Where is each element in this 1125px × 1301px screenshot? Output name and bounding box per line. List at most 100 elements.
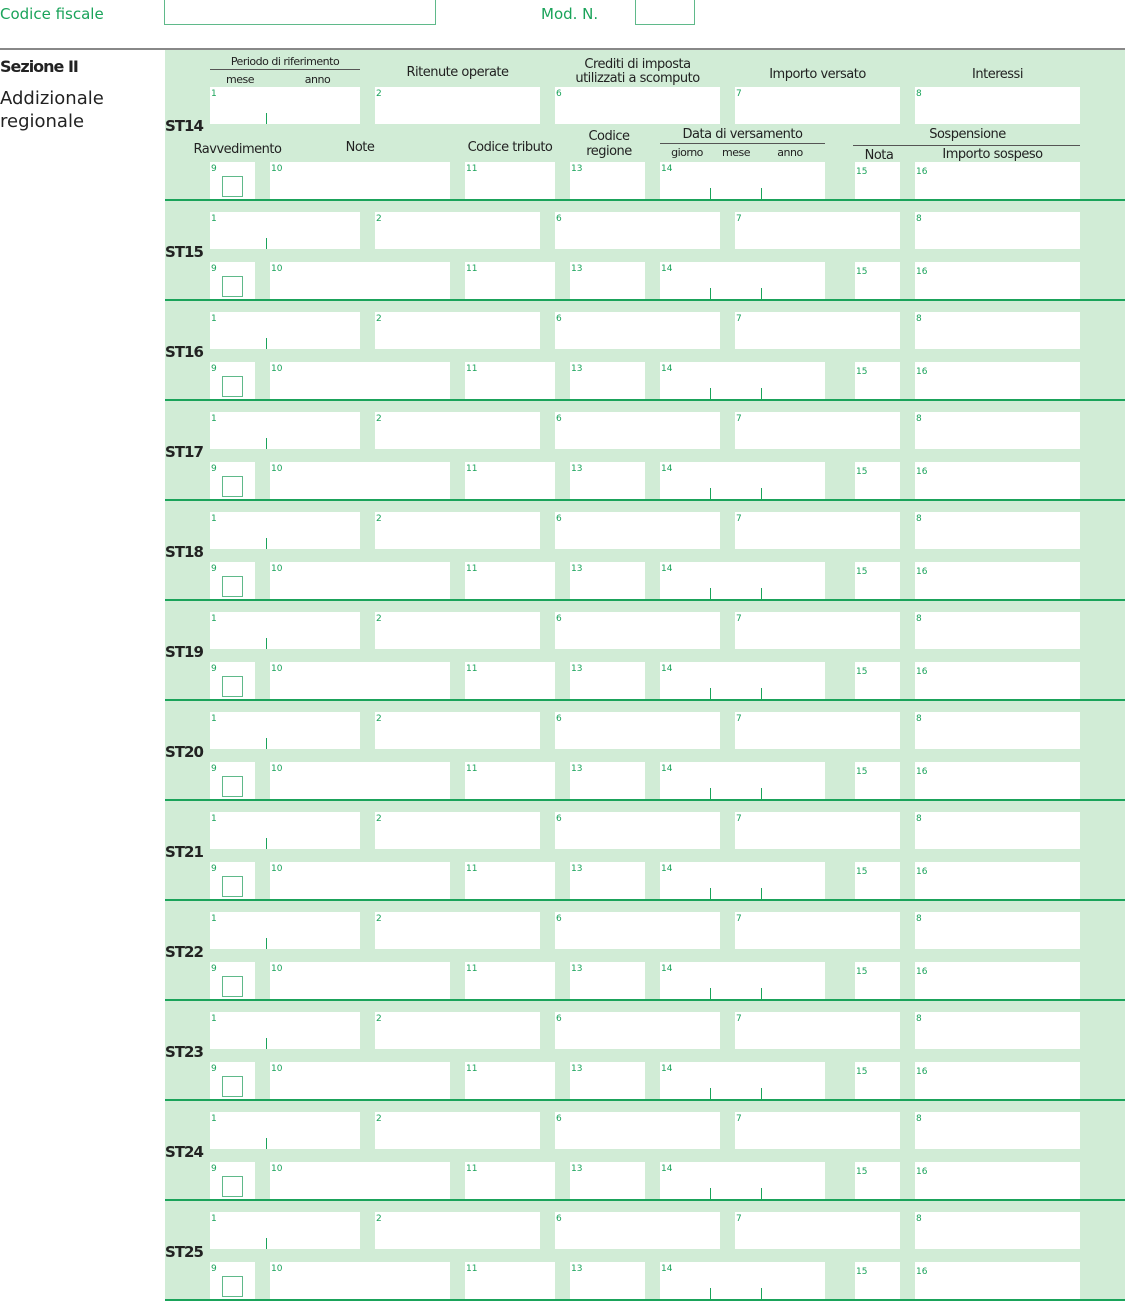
field-1[interactable]: 1: [210, 512, 360, 549]
field-11[interactable]: 11: [465, 162, 555, 199]
field-16[interactable]: 16: [915, 362, 1080, 399]
field-15[interactable]: 15: [855, 862, 900, 899]
field-14[interactable]: 14: [660, 962, 825, 999]
field-11[interactable]: 11: [465, 1062, 555, 1099]
field-16[interactable]: 16: [915, 1262, 1080, 1299]
field-2[interactable]: 2: [375, 812, 540, 849]
field-2[interactable]: 2: [375, 612, 540, 649]
ravvedimento-checkbox[interactable]: [222, 776, 243, 797]
field-8[interactable]: 8: [915, 1212, 1080, 1249]
field-16[interactable]: 16: [915, 262, 1080, 299]
codice-fiscale-input[interactable]: [164, 0, 436, 25]
field-6[interactable]: 6: [555, 712, 720, 749]
field-7[interactable]: 7: [735, 1112, 900, 1149]
field-13[interactable]: 13: [570, 1062, 645, 1099]
field-8[interactable]: 8: [915, 312, 1080, 349]
ravvedimento-checkbox[interactable]: [222, 1176, 243, 1197]
ravvedimento-checkbox[interactable]: [222, 876, 243, 897]
field-10[interactable]: 10: [270, 462, 450, 499]
field-2[interactable]: 2: [375, 912, 540, 949]
field-8[interactable]: 8: [915, 1112, 1080, 1149]
field-1[interactable]: 1: [210, 712, 360, 749]
field-1[interactable]: 1: [210, 1212, 360, 1249]
field-16[interactable]: 16: [915, 462, 1080, 499]
field-8[interactable]: 8: [915, 412, 1080, 449]
field-14[interactable]: 14: [660, 162, 825, 199]
field-15[interactable]: 15: [855, 762, 900, 799]
field-13[interactable]: 13: [570, 762, 645, 799]
field-10[interactable]: 10: [270, 362, 450, 399]
field-2[interactable]: 2: [375, 212, 540, 249]
field-11[interactable]: 11: [465, 462, 555, 499]
field-16[interactable]: 16: [915, 762, 1080, 799]
field-11[interactable]: 11: [465, 962, 555, 999]
field-1[interactable]: 1: [210, 1112, 360, 1149]
field-6[interactable]: 6: [555, 612, 720, 649]
field-16[interactable]: 16: [915, 162, 1080, 199]
field-14[interactable]: 14: [660, 1262, 825, 1299]
ravvedimento-checkbox[interactable]: [222, 176, 243, 197]
field-7[interactable]: 7: [735, 912, 900, 949]
field-13[interactable]: 13: [570, 462, 645, 499]
field-6[interactable]: 6: [555, 1212, 720, 1249]
field-10[interactable]: 10: [270, 862, 450, 899]
mod-n-input[interactable]: [635, 0, 695, 25]
field-10[interactable]: 10: [270, 662, 450, 699]
field-6[interactable]: 6: [555, 1012, 720, 1049]
field-15[interactable]: 15: [855, 962, 900, 999]
field-8[interactable]: 8: [915, 712, 1080, 749]
ravvedimento-checkbox[interactable]: [222, 276, 243, 297]
field-7[interactable]: 7: [735, 712, 900, 749]
field-11[interactable]: 11: [465, 862, 555, 899]
field-1[interactable]: 1: [210, 812, 360, 849]
field-1[interactable]: 1: [210, 312, 360, 349]
field-14[interactable]: 14: [660, 1162, 825, 1199]
field-11[interactable]: 11: [465, 1162, 555, 1199]
field-13[interactable]: 13: [570, 362, 645, 399]
field-14[interactable]: 14: [660, 262, 825, 299]
field-13[interactable]: 13: [570, 1162, 645, 1199]
field-10[interactable]: 10: [270, 1062, 450, 1099]
field-15[interactable]: 15: [855, 262, 900, 299]
field-16[interactable]: 16: [915, 662, 1080, 699]
field-13[interactable]: 13: [570, 1262, 645, 1299]
field-16[interactable]: 16: [915, 862, 1080, 899]
field-10[interactable]: 10: [270, 1262, 450, 1299]
field-6[interactable]: 6: [555, 1112, 720, 1149]
field-6[interactable]: 6: [555, 412, 720, 449]
field-14[interactable]: 14: [660, 562, 825, 599]
field-8[interactable]: 8: [915, 512, 1080, 549]
field-16[interactable]: 16: [915, 1162, 1080, 1199]
field-1[interactable]: 1: [210, 412, 360, 449]
field-15[interactable]: 15: [855, 1062, 900, 1099]
field-11[interactable]: 11: [465, 662, 555, 699]
field-7[interactable]: 7: [735, 212, 900, 249]
field-15[interactable]: 15: [855, 562, 900, 599]
field-8[interactable]: 8: [915, 912, 1080, 949]
field-6[interactable]: 6: [555, 512, 720, 549]
field-15[interactable]: 15: [855, 662, 900, 699]
field-1[interactable]: 1: [210, 612, 360, 649]
field-13[interactable]: 13: [570, 862, 645, 899]
field-10[interactable]: 10: [270, 562, 450, 599]
field-15[interactable]: 15: [855, 1262, 900, 1299]
field-8[interactable]: 8: [915, 212, 1080, 249]
field-7[interactable]: 7: [735, 87, 900, 124]
field-14[interactable]: 14: [660, 862, 825, 899]
field-7[interactable]: 7: [735, 1212, 900, 1249]
field-10[interactable]: 10: [270, 162, 450, 199]
field-6[interactable]: 6: [555, 87, 720, 124]
field-13[interactable]: 13: [570, 162, 645, 199]
field-6[interactable]: 6: [555, 812, 720, 849]
ravvedimento-checkbox[interactable]: [222, 676, 243, 697]
field-6[interactable]: 6: [555, 312, 720, 349]
field-16[interactable]: 16: [915, 562, 1080, 599]
field-7[interactable]: 7: [735, 812, 900, 849]
field-6[interactable]: 6: [555, 912, 720, 949]
field-2[interactable]: 2: [375, 87, 540, 124]
field-13[interactable]: 13: [570, 962, 645, 999]
field-2[interactable]: 2: [375, 712, 540, 749]
field-10[interactable]: 10: [270, 762, 450, 799]
field-6[interactable]: 6: [555, 212, 720, 249]
field-2[interactable]: 2: [375, 512, 540, 549]
